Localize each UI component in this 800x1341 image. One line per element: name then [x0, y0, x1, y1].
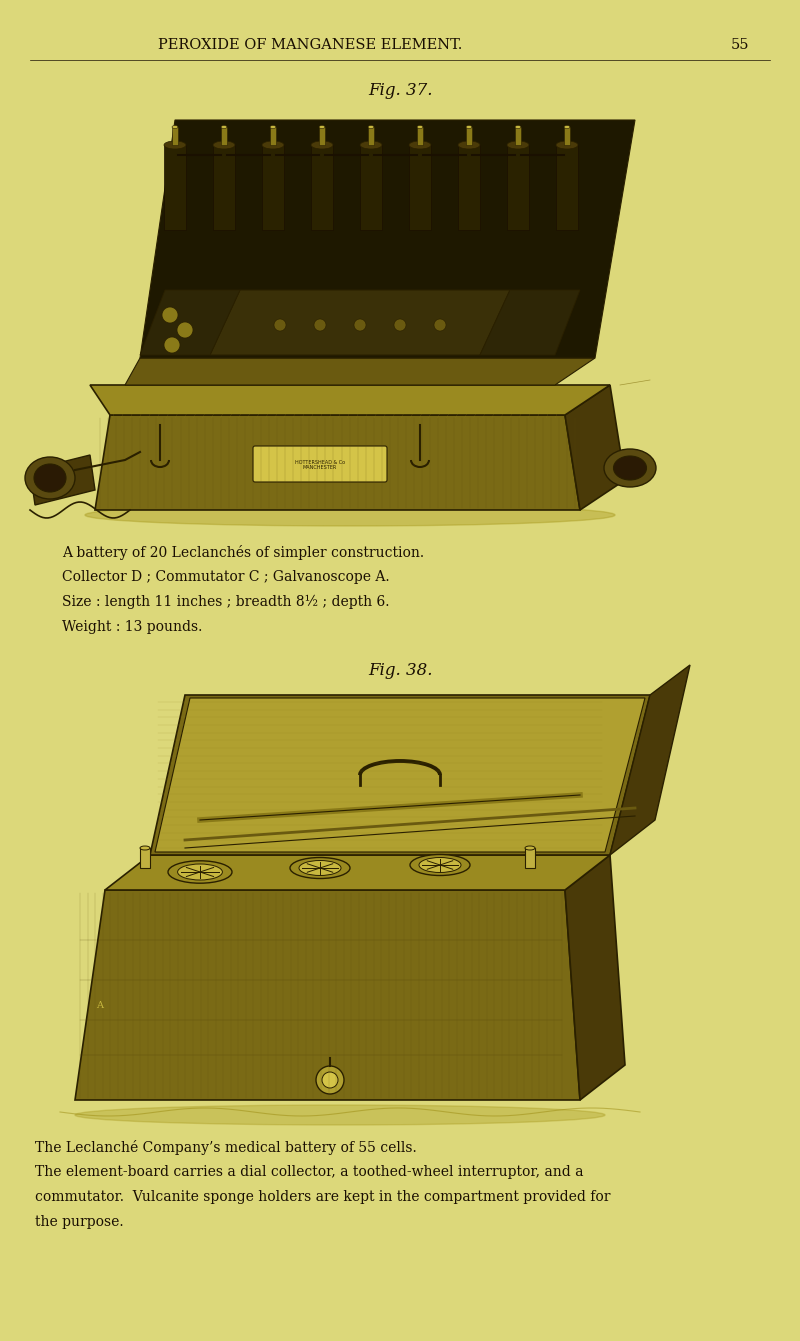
Ellipse shape — [140, 846, 150, 850]
Polygon shape — [565, 385, 625, 510]
Text: HOTTERSHEAD & Co
MANCHESTER: HOTTERSHEAD & Co MANCHESTER — [295, 460, 345, 471]
Bar — [172, 127, 178, 145]
Polygon shape — [155, 699, 645, 852]
Text: A battery of 20 Leclanchés of simpler construction.: A battery of 20 Leclanchés of simpler co… — [62, 544, 424, 561]
Ellipse shape — [368, 126, 374, 129]
Text: Weight : 13 pounds.: Weight : 13 pounds. — [62, 620, 202, 634]
Text: The Leclanché Company’s medical battery of 55 cells.: The Leclanché Company’s medical battery … — [35, 1140, 417, 1155]
Polygon shape — [125, 358, 595, 385]
Circle shape — [322, 1071, 338, 1088]
Bar — [466, 127, 472, 145]
Ellipse shape — [75, 1105, 605, 1125]
Ellipse shape — [311, 141, 333, 149]
Polygon shape — [30, 455, 95, 506]
Circle shape — [177, 322, 193, 338]
Ellipse shape — [172, 126, 178, 129]
Ellipse shape — [419, 857, 461, 873]
Polygon shape — [610, 665, 690, 856]
Polygon shape — [90, 385, 610, 414]
Text: A: A — [97, 1000, 103, 1010]
Ellipse shape — [319, 126, 325, 129]
Bar — [458, 145, 480, 231]
Bar — [515, 127, 521, 145]
Text: commutator.  Vulcanite sponge holders are kept in the compartment provided for: commutator. Vulcanite sponge holders are… — [35, 1189, 610, 1204]
Ellipse shape — [213, 141, 235, 149]
Bar — [525, 848, 535, 868]
Bar — [221, 127, 227, 145]
Bar — [270, 127, 276, 145]
Circle shape — [274, 319, 286, 331]
Bar — [417, 127, 423, 145]
Polygon shape — [210, 290, 510, 355]
Ellipse shape — [262, 141, 284, 149]
Bar — [164, 145, 186, 231]
Polygon shape — [140, 119, 635, 358]
Bar — [213, 145, 235, 231]
Text: Size : length 11 inches ; breadth 8½ ; depth 6.: Size : length 11 inches ; breadth 8½ ; d… — [62, 595, 390, 609]
Circle shape — [162, 307, 178, 323]
Bar — [311, 145, 333, 231]
Circle shape — [394, 319, 406, 331]
Circle shape — [164, 337, 180, 353]
Text: the purpose.: the purpose. — [35, 1215, 124, 1228]
Polygon shape — [105, 856, 610, 890]
Ellipse shape — [614, 456, 646, 480]
Bar — [140, 848, 150, 868]
Polygon shape — [480, 290, 580, 355]
Ellipse shape — [270, 126, 276, 129]
Circle shape — [314, 319, 326, 331]
Ellipse shape — [360, 141, 382, 149]
Text: Collector D ; Commutator C ; Galvanoscope A.: Collector D ; Commutator C ; Galvanoscop… — [62, 570, 390, 583]
Circle shape — [354, 319, 366, 331]
Bar — [368, 127, 374, 145]
Ellipse shape — [466, 126, 472, 129]
Ellipse shape — [299, 861, 341, 876]
Circle shape — [316, 1066, 344, 1094]
Ellipse shape — [525, 846, 535, 850]
Ellipse shape — [168, 861, 232, 884]
Polygon shape — [565, 856, 625, 1100]
Ellipse shape — [556, 141, 578, 149]
Bar — [564, 127, 570, 145]
Ellipse shape — [290, 857, 350, 878]
Ellipse shape — [417, 126, 423, 129]
Text: 55: 55 — [730, 38, 750, 52]
Bar — [319, 127, 325, 145]
Ellipse shape — [25, 457, 75, 499]
Bar — [507, 145, 529, 231]
Polygon shape — [150, 695, 650, 856]
Bar — [262, 145, 284, 231]
Ellipse shape — [221, 126, 227, 129]
Ellipse shape — [458, 141, 480, 149]
Bar — [556, 145, 578, 231]
Polygon shape — [95, 414, 580, 510]
Ellipse shape — [564, 126, 570, 129]
Ellipse shape — [164, 141, 186, 149]
Ellipse shape — [515, 126, 521, 129]
Ellipse shape — [85, 504, 615, 526]
FancyBboxPatch shape — [253, 447, 387, 481]
Ellipse shape — [604, 449, 656, 487]
Circle shape — [434, 319, 446, 331]
Polygon shape — [75, 890, 580, 1100]
Ellipse shape — [409, 141, 431, 149]
Polygon shape — [140, 290, 240, 355]
Ellipse shape — [178, 864, 222, 880]
Ellipse shape — [410, 854, 470, 876]
Ellipse shape — [34, 464, 66, 492]
Ellipse shape — [507, 141, 529, 149]
Text: Fig. 37.: Fig. 37. — [368, 82, 432, 98]
Bar — [409, 145, 431, 231]
Text: PEROXIDE OF MANGANESE ELEMENT.: PEROXIDE OF MANGANESE ELEMENT. — [158, 38, 462, 52]
Text: Fig. 38.: Fig. 38. — [368, 661, 432, 679]
Bar — [360, 145, 382, 231]
Text: The element-board carries a dial collector, a toothed-wheel interruptor, and a: The element-board carries a dial collect… — [35, 1165, 583, 1179]
